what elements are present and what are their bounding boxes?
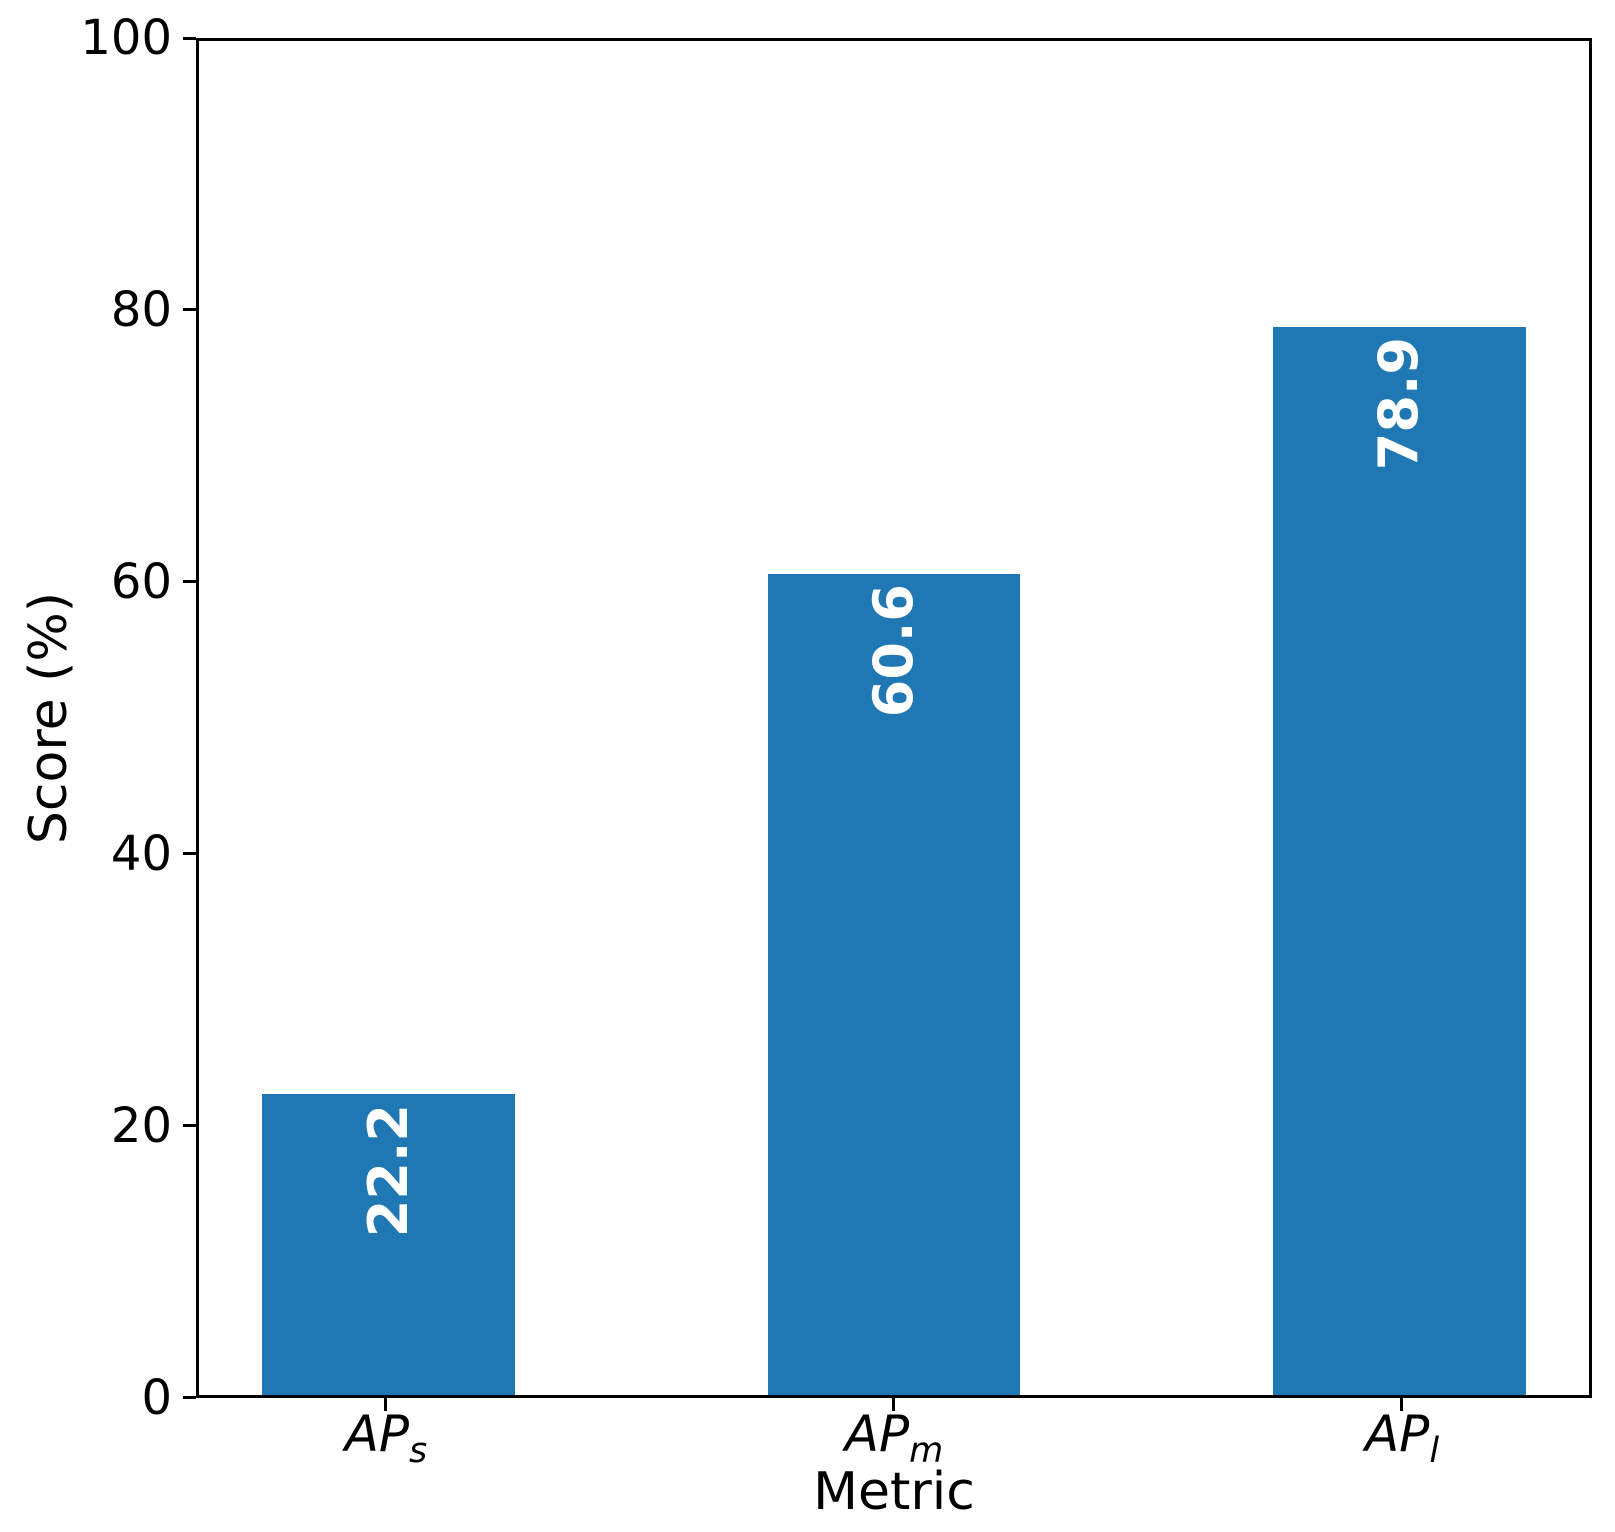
x-axis-tick [892,1398,895,1411]
x-axis-tick [1400,1398,1403,1411]
x-tick-label-ap-small: APs [236,1405,536,1471]
metric-name: AP [1364,1405,1430,1463]
metric-subscript: m [909,1431,944,1471]
x-tick-label-ap-large: APl [1252,1405,1552,1471]
bar-ap-small: 22.2 [262,1094,515,1395]
y-axis-title: Score (%) [19,591,79,845]
y-tick-label-100: 100 [80,10,172,66]
x-axis-title: Metric [813,1462,975,1522]
metric-subscript: l [1429,1431,1440,1471]
y-axis-tick [183,308,196,311]
bar-value-label: 78.9 [1367,336,1431,470]
y-tick-label-0: 0 [141,1370,172,1426]
y-axis-tick [183,37,196,40]
bar-value-label: 22.2 [356,1104,420,1238]
metric-name: AP [344,1405,410,1463]
y-tick-label-20: 20 [110,1098,172,1154]
y-tick-label-60: 60 [110,554,172,610]
bar-value-label: 60.6 [861,584,925,718]
y-tick-label-80: 80 [110,282,172,338]
bar-ap-large: 78.9 [1273,326,1526,1395]
y-axis-tick [183,852,196,855]
bar-ap-medium: 60.6 [767,574,1021,1395]
y-axis-tick [183,580,196,583]
plot-area: 22.2 60.6 78.9 [196,38,1592,1398]
y-tick-label-40: 40 [110,826,172,882]
x-tick-label-ap-medium: APm [744,1405,1044,1471]
metric-subscript: s [409,1431,428,1471]
x-axis-tick [384,1398,387,1411]
y-axis-tick [183,1396,196,1399]
y-axis-tick [183,1124,196,1127]
metric-name: AP [844,1405,910,1463]
